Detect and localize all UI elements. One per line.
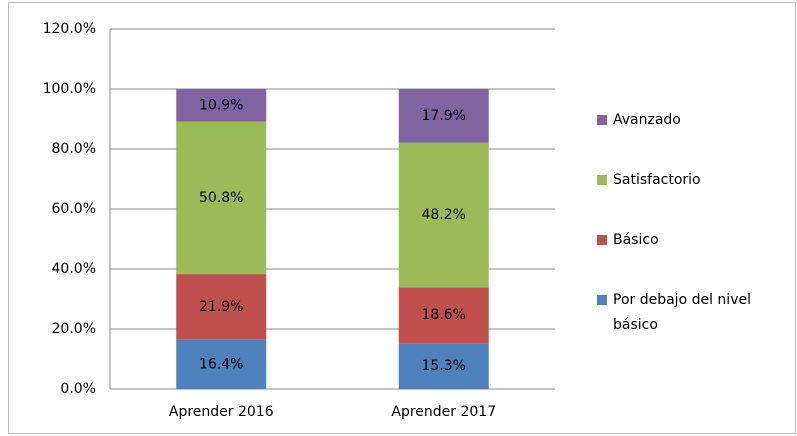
data-label: 15.3%	[422, 358, 466, 374]
legend-item: Avanzado	[597, 108, 792, 133]
x-tick-label: Aprender 2017	[391, 404, 496, 420]
legend-swatch	[597, 175, 607, 185]
bar-segment	[176, 121, 267, 275]
legend-item: Satisfactorio	[597, 168, 792, 193]
y-tick-label: 20.0%	[52, 321, 96, 337]
y-tick-label: 120.0%	[43, 21, 96, 37]
chart-frame	[8, 2, 796, 434]
data-label: 21.9%	[199, 299, 243, 315]
data-label: 17.9%	[422, 108, 466, 124]
legend-item: Por debajo del nivel básico	[597, 288, 792, 338]
legend-label: Por debajo del nivel básico	[613, 292, 751, 333]
legend-item: Básico	[597, 228, 792, 253]
bar-segment	[398, 89, 489, 143]
legend-label: Básico	[613, 232, 659, 248]
bar-segment	[176, 339, 267, 389]
legend-label: Satisfactorio	[613, 172, 701, 188]
y-tick-label: 40.0%	[52, 261, 96, 277]
data-label: 16.4%	[199, 356, 243, 372]
data-label: 10.9%	[199, 97, 243, 113]
legend-swatch	[597, 235, 607, 245]
data-label: 50.8%	[199, 190, 243, 206]
data-label: 48.2%	[422, 207, 466, 223]
legend-swatch	[597, 115, 607, 125]
y-tick-label: 100.0%	[43, 81, 96, 97]
data-label: 18.6%	[422, 307, 466, 323]
y-tick-label: 80.0%	[52, 141, 96, 157]
x-tick-label: Aprender 2016	[169, 404, 274, 420]
y-tick-label: 0.0%	[60, 381, 96, 397]
y-tick-label: 60.0%	[52, 201, 96, 217]
bar-segment	[398, 343, 489, 389]
bar-segment	[176, 89, 267, 122]
legend-swatch	[597, 295, 607, 305]
bar-segment	[176, 274, 267, 340]
bar-segment	[398, 142, 489, 288]
bar-segment	[398, 287, 489, 344]
legend-label: Avanzado	[613, 112, 681, 128]
